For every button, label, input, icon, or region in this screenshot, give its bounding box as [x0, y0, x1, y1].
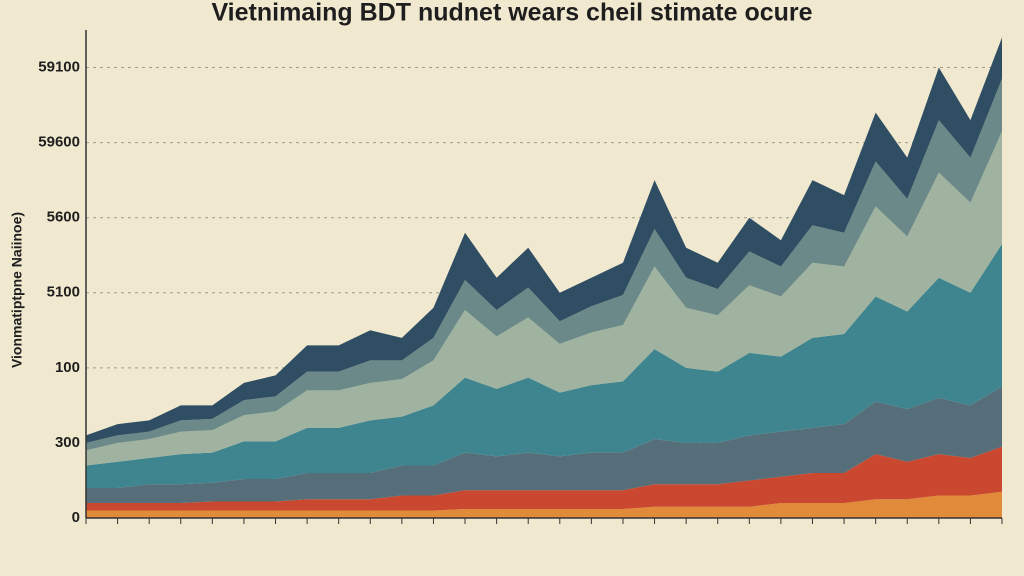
y-tick-label: 0	[72, 509, 80, 526]
y-tick-label: 300	[55, 434, 80, 451]
area	[86, 446, 1002, 511]
area	[86, 491, 1002, 518]
y-tick-label: 100	[55, 359, 80, 376]
y-tick-label: 59600	[38, 134, 80, 151]
y-tick-label: 5100	[47, 284, 80, 301]
area	[86, 243, 1002, 488]
y-tick-label: 5600	[47, 209, 80, 226]
area	[86, 386, 1002, 503]
y-tick-label: 59100	[38, 59, 80, 76]
area	[86, 131, 1002, 466]
chart-title: Vietnimaing BDT nudnet wears cheil stima…	[211, 0, 812, 27]
y-axis-label: Vionmatiptpne Naiinoe)	[9, 212, 25, 368]
